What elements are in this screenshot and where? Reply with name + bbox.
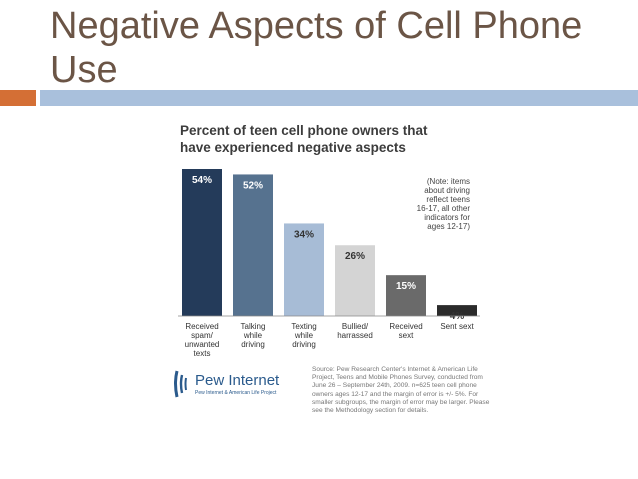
category-label-0-0: Received (185, 322, 218, 331)
category-label-3-0: Bullied/ (342, 322, 369, 331)
slide-title: Negative Aspects of Cell Phone Use (50, 5, 583, 91)
note-line-4: indicators for (424, 213, 470, 222)
category-label-2-1: while (294, 331, 314, 340)
category-label-0-3: texts (194, 349, 211, 358)
source-note: Source: Pew Research Center's Internet &… (312, 366, 490, 415)
note-line-0: (Note: items (427, 177, 470, 186)
bar-0 (182, 169, 222, 316)
bar-value-label-2: 34% (294, 229, 314, 240)
category-label-0-2: unwanted (185, 340, 220, 349)
note-line-5: ages 12-17) (427, 222, 470, 231)
bar-value-label-4: 15% (396, 281, 416, 292)
note-line-2: reflect teens (426, 195, 470, 204)
category-label-1-2: driving (241, 340, 265, 349)
pew-internet-logo: Pew Internet Pew Internet & American Lif… (172, 368, 282, 402)
chart-title-line-2: have experienced negative aspects (180, 140, 406, 155)
category-label-2-0: Texting (291, 322, 316, 331)
pew-logo-main-text: Pew Internet (195, 372, 280, 389)
category-label-4-0: Received (389, 322, 422, 331)
bar-1 (233, 174, 273, 316)
category-label-1-1: while (243, 331, 263, 340)
bar-value-label-1: 52% (243, 180, 263, 191)
bar-value-label-3: 26% (345, 251, 365, 262)
category-label-0-1: spam/ (191, 331, 214, 340)
category-label-5-0: Sent sext (440, 322, 474, 331)
note-line-3: 16-17, all other (417, 204, 471, 213)
category-label-1-0: Talking (241, 322, 266, 331)
bar-2 (284, 223, 324, 316)
bar-value-label-5: 4% (450, 311, 465, 322)
category-label-4-1: sext (399, 331, 414, 340)
pew-logo-icon (174, 370, 187, 398)
bar-3 (335, 245, 375, 316)
bar-value-label-0: 54% (192, 175, 212, 186)
accent-band-blue (40, 90, 638, 106)
note-line-1: about driving (424, 186, 470, 195)
bar-chart: Percent of teen cell phone owners that h… (178, 123, 480, 358)
accent-band-orange (0, 90, 36, 106)
category-label-2-2: driving (292, 340, 316, 349)
bar-4 (386, 275, 426, 316)
pew-logo-sub-text: Pew Internet & American Life Project (195, 390, 277, 396)
chart-title-line-1: Percent of teen cell phone owners that (180, 123, 428, 138)
bar-5 (437, 305, 477, 316)
category-label-3-1: harrassed (337, 331, 373, 340)
